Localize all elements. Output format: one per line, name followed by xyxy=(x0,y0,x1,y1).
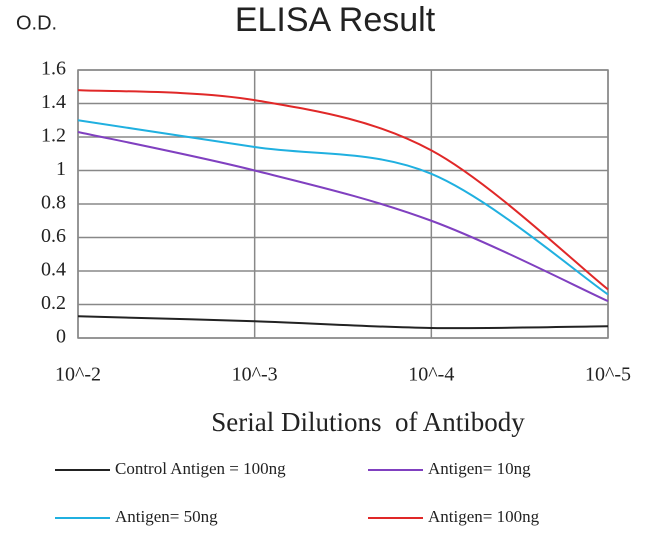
chart-title: ELISA Result xyxy=(235,1,436,39)
x-axis-label: Serial Dilutions of Antibody xyxy=(211,407,525,437)
y-tick-label: 0.4 xyxy=(41,259,66,281)
legend-label: Control Antigen = 100ng xyxy=(115,459,286,478)
x-tick-label: 10^-3 xyxy=(232,364,278,386)
y-axis-label: O.D. xyxy=(16,12,57,34)
y-tick-label: 0.2 xyxy=(41,292,66,314)
x-tick-label: 10^-4 xyxy=(408,364,454,386)
y-tick-label: 1 xyxy=(56,158,66,180)
x-tick-label: 10^-5 xyxy=(585,364,631,386)
line-series xyxy=(77,315,609,330)
y-tick-label: 1.4 xyxy=(41,91,66,113)
y-tick-label: 0.6 xyxy=(41,225,66,247)
y-tick-label: 1.2 xyxy=(41,125,66,147)
y-tick-label: 1.6 xyxy=(41,58,66,80)
y-tick-label: 0 xyxy=(56,326,66,348)
line-series xyxy=(77,119,609,296)
legend-label: Antigen= 50ng xyxy=(115,507,218,526)
x-tick-label: 10^-2 xyxy=(55,364,101,386)
y-tick-label: 0.8 xyxy=(41,192,66,214)
line-series xyxy=(77,89,609,291)
legend-label: Antigen= 10ng xyxy=(428,459,531,478)
line-series xyxy=(77,130,609,303)
legend-label: Antigen= 100ng xyxy=(428,507,540,526)
